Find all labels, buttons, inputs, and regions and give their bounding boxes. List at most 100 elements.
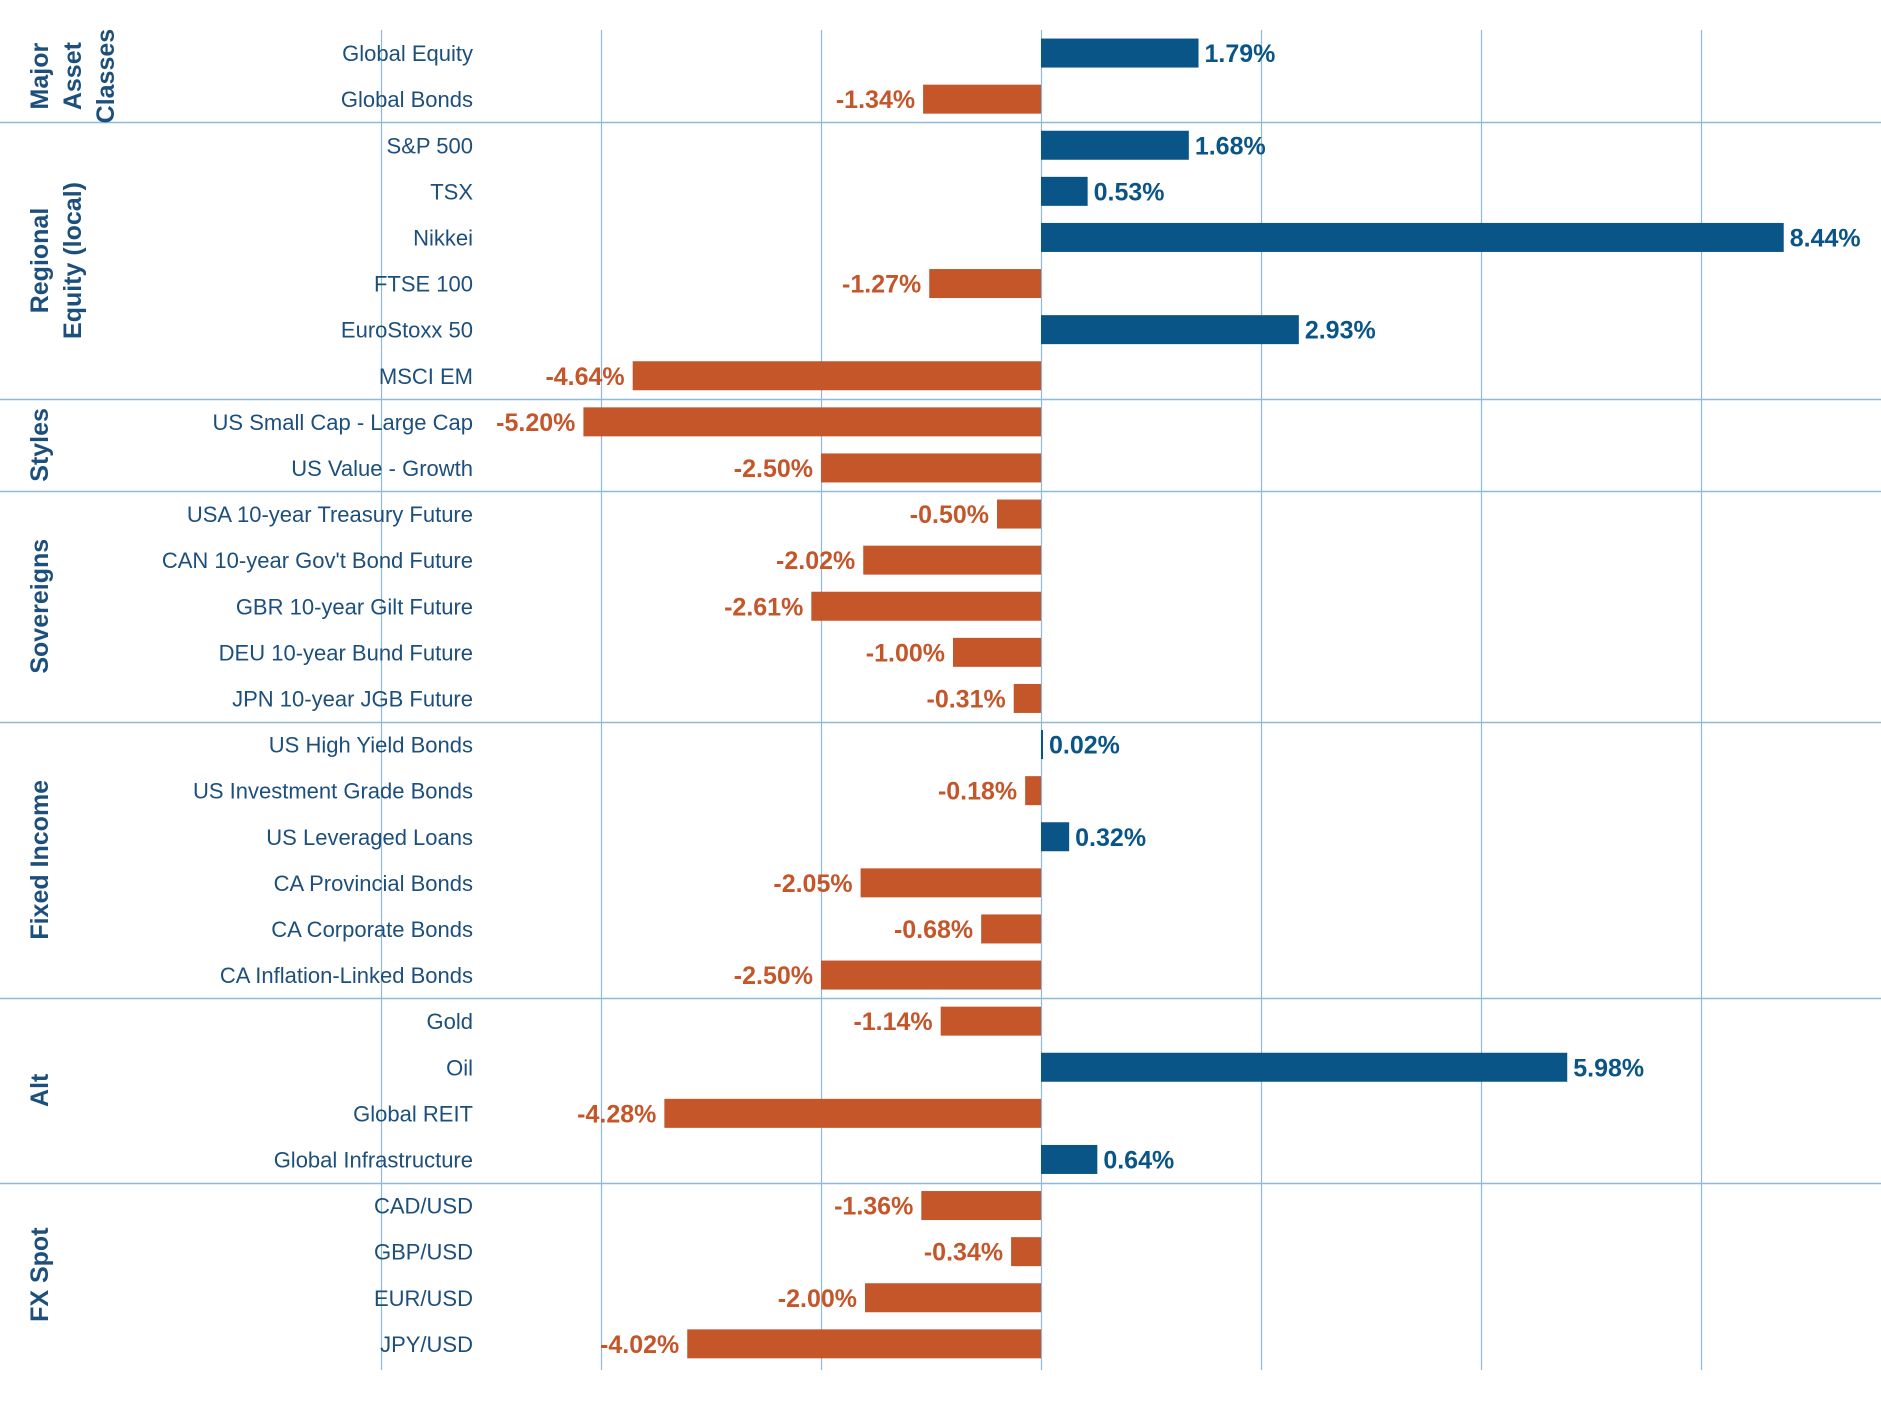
value-label: -0.34% [924,1239,1003,1267]
group-label-line: Sovereigns [26,539,54,674]
value-label: -1.27% [842,271,921,299]
category-label: US Investment Grade Bonds [193,779,473,804]
category-label: USA 10-year Treasury Future [187,502,473,527]
bar-ca-inflation-linked-bonds [821,960,1041,990]
group-label: Regional Equity (local) [26,182,87,339]
bar-nikkei [1041,222,1784,252]
group-label-line: Styles [26,408,54,482]
value-label: 0.02% [1049,732,1120,760]
group-label: Major Asset Classes [26,29,120,124]
bar-eur-usd [865,1283,1041,1313]
category-label: CA Corporate Bonds [271,917,473,942]
group-label: Styles [26,408,54,482]
group-label-line: Asset [59,41,87,110]
value-labels: 1.79% -1.34% 1.68% 0.53% 8.44% -1.27% 2.93% -4.… [496,40,1860,1359]
bar-us-high-yield-bonds [1041,730,1043,760]
bar-cad-usd [921,1191,1041,1221]
category-label: US High Yield Bonds [269,733,473,758]
bar-ca-corporate-bonds [981,914,1041,944]
value-label: -1.00% [866,639,945,667]
value-label: 5.98% [1573,1054,1644,1082]
bar-oil [1041,1052,1568,1082]
category-labels: Global Equity Global Bonds S&P 500 TSX Nikke… [162,41,473,1357]
gridlines [380,30,1703,1370]
value-label: -2.05% [773,870,852,898]
category-label: Global Infrastructure [274,1147,473,1172]
category-label: JPN 10-year JGB Future [232,686,473,711]
category-label: Global REIT [353,1101,473,1126]
bar-usa-10-year-treasury-future [997,499,1041,529]
value-label: -4.64% [545,363,624,391]
bar-jpy-usd [687,1329,1041,1359]
value-label: -4.28% [577,1100,656,1128]
category-label: MSCI EM [379,364,473,389]
group-label-line: Fixed Income [26,780,54,940]
value-label: -0.68% [894,916,973,944]
category-label: Global Equity [342,41,473,66]
group-labels: Major Asset Classes Regional Equity (local) S… [26,29,120,1322]
category-label: Nikkei [413,225,473,250]
category-label: CA Inflation-Linked Bonds [220,963,473,988]
value-label: -2.50% [734,455,813,483]
value-label: -5.20% [496,409,575,437]
category-label: Oil [446,1055,473,1080]
group-label-line: Major [26,42,54,109]
category-label: DEU 10-year Bund Future [219,640,473,665]
bar-gold [940,1006,1041,1036]
value-label: -0.50% [910,501,989,529]
value-label: -2.02% [776,547,855,575]
value-label: -0.31% [927,685,1006,713]
group-label: Sovereigns [26,539,54,674]
bar-jpn-10-year-jgb-future [1013,683,1041,713]
bar-ca-provincial-bonds [860,868,1041,898]
category-label: S&P 500 [387,133,473,158]
value-label: -2.61% [724,593,803,621]
bar-tsx [1041,176,1088,206]
bar-deu-10-year-bund-future [953,637,1041,667]
category-label: US Value - Growth [291,456,473,481]
bar-eurostoxx-50 [1041,315,1299,345]
category-label: CA Provincial Bonds [274,871,473,896]
category-label: TSX [430,179,473,204]
bar-global-infrastructure [1041,1144,1098,1174]
value-label: 1.79% [1205,40,1276,68]
bars [583,38,1784,1359]
bar-can-10-year-gov-t-bond-future [863,545,1041,575]
value-label: -0.18% [938,778,1017,806]
category-label: US Leveraged Loans [266,825,473,850]
category-label: GBR 10-year Gilt Future [236,594,473,619]
bar-global-equity [1041,38,1199,68]
bar-gbr-10-year-gilt-future [811,591,1041,621]
value-label: -1.36% [834,1193,913,1221]
category-label: US Small Cap - Large Cap [213,410,473,435]
group-label: Fixed Income [26,780,54,940]
category-label: CAN 10-year Gov't Bond Future [162,548,473,573]
group-label-line: Classes [92,29,120,124]
group-label: Alt [26,1073,54,1107]
value-label: -1.34% [836,86,915,114]
value-label: 1.68% [1195,132,1266,160]
category-label: Global Bonds [341,87,473,112]
bar-us-investment-grade-bonds [1025,776,1041,806]
category-label: FTSE 100 [374,272,473,297]
bar-s-p-500 [1041,130,1189,160]
category-label: GBP/USD [374,1240,473,1265]
bar-gbp-usd [1011,1237,1041,1267]
bar-msci-em [632,361,1041,391]
category-label: Gold [427,1009,473,1034]
bar-global-bonds [923,84,1041,114]
category-label: CAD/USD [374,1194,473,1219]
value-label: 8.44% [1790,224,1861,252]
value-label: -1.14% [853,1008,932,1036]
bar-global-reit [664,1098,1041,1128]
value-label: -4.02% [600,1331,679,1359]
category-label: EUR/USD [374,1286,473,1311]
bar-us-value-growth [821,453,1041,483]
value-label: 0.53% [1094,178,1165,206]
group-label-line: Alt [26,1073,54,1107]
group-label: FX Spot [26,1227,54,1322]
group-label-line: FX Spot [26,1227,54,1322]
category-label: JPY/USD [380,1332,473,1357]
group-separators [0,121,1881,1185]
